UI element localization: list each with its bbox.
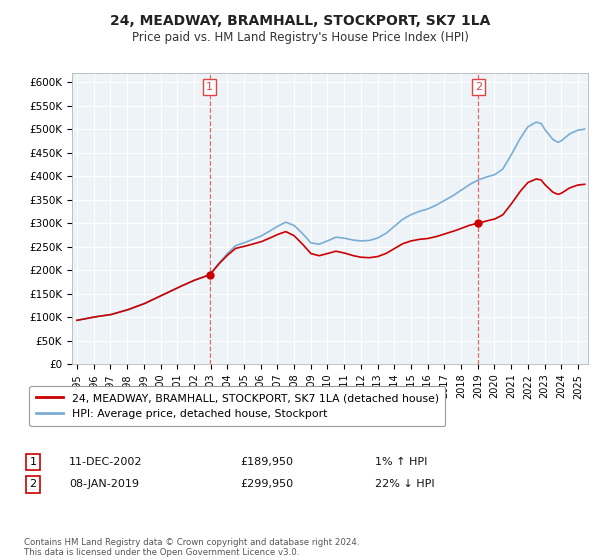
Text: 1: 1: [29, 457, 37, 467]
Text: Price paid vs. HM Land Registry's House Price Index (HPI): Price paid vs. HM Land Registry's House …: [131, 31, 469, 44]
Text: £189,950: £189,950: [240, 457, 293, 467]
Text: 1% ↑ HPI: 1% ↑ HPI: [375, 457, 427, 467]
Text: 22% ↓ HPI: 22% ↓ HPI: [375, 479, 434, 489]
Text: 24, MEADWAY, BRAMHALL, STOCKPORT, SK7 1LA: 24, MEADWAY, BRAMHALL, STOCKPORT, SK7 1L…: [110, 14, 490, 28]
Text: 1: 1: [206, 82, 213, 92]
Text: £299,950: £299,950: [240, 479, 293, 489]
Text: 11-DEC-2002: 11-DEC-2002: [69, 457, 143, 467]
Text: Contains HM Land Registry data © Crown copyright and database right 2024.
This d: Contains HM Land Registry data © Crown c…: [24, 538, 359, 557]
Legend: 24, MEADWAY, BRAMHALL, STOCKPORT, SK7 1LA (detached house), HPI: Average price, : 24, MEADWAY, BRAMHALL, STOCKPORT, SK7 1L…: [29, 386, 445, 426]
Text: 08-JAN-2019: 08-JAN-2019: [69, 479, 139, 489]
Text: 2: 2: [475, 82, 482, 92]
Text: 2: 2: [29, 479, 37, 489]
